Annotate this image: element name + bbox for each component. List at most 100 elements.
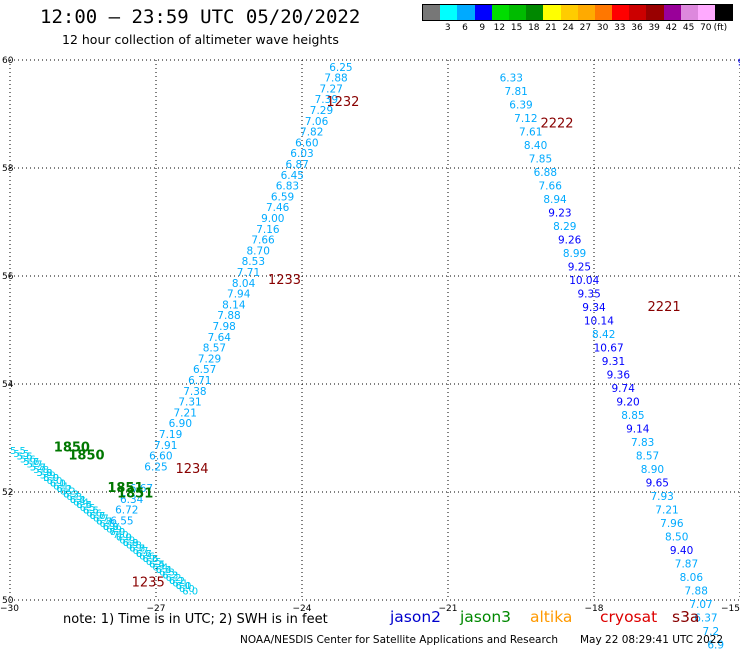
swh-value: 8.70 [247,245,270,257]
swh-value: 8.99 [563,248,586,260]
dense-track-value: 6.2 [166,573,182,584]
swh-value: 7.94 [227,289,251,301]
y-tick-label: 50 [2,596,14,606]
swh-value: 7.93 [650,491,673,503]
swh-value: 8.53 [242,256,265,268]
swh-value: 7.96 [660,518,684,530]
legend-label: 39 [648,23,660,33]
swh-value: 7.2 [702,626,719,638]
dense-track-value: 5.8 [30,462,46,473]
swh-value: 7.29 [310,105,333,117]
swh-value: 6.34 [120,494,144,506]
dense-track-value: 6.8 [123,538,139,549]
swh-value: 7.12 [514,113,537,125]
credit-line: NOAA/NESDIS Center for Satellite Applica… [240,634,558,646]
dense-track-value: 5.5 [17,452,33,463]
swh-value: 8.90 [641,464,664,476]
swh-value: 6.72 [115,505,138,517]
dense-track-value: 6.4 [152,562,168,573]
dense-track-value: 6.3 [63,489,79,500]
dense-track-value: 6.4 [149,560,165,571]
swh-value: 7.66 [539,181,563,193]
dense-track-value: 6.9 [103,522,119,533]
swh-value: 6.60 [149,451,172,463]
track-id-label: 1850 [54,441,90,456]
swh-value: 7.21 [174,407,197,419]
legend-label: 3 [444,23,451,33]
x-tick-label: −27 [147,604,166,614]
swh-value: 8.57 [636,451,659,463]
swh-value: 10.14 [584,316,614,328]
swh-value: 7.46 [266,202,290,214]
dense-track-value: 6.3 [162,570,178,581]
swh-value: 7.21 [655,505,678,517]
dense-track-value: 5.6 [17,452,33,463]
legend-swatch [440,5,458,20]
swh-value: 6.45 [281,170,304,182]
track-id-label: 1232 [326,95,359,110]
dense-track-value: 5.6 [23,457,39,468]
swh-value: 7.98 [212,321,235,333]
legend-label: 9 [479,23,486,33]
legend-swatch [715,5,733,20]
dense-track-value: 6.5 [80,503,96,514]
track-id-label: 1850 [68,449,104,464]
dense-track-value: 6.6 [143,554,159,565]
swh-value: 9.40 [670,545,693,557]
legend-swatches [422,4,734,21]
swh-value: 9.14 [626,424,650,436]
dense-track-value: 6.3 [159,568,175,579]
color-legend: 3 6 9 12 15 18 21 24 27 30 33 36 39 42 45 70 (ft) [422,4,734,37]
y-tick-label: 60 [2,56,14,66]
legend-swatch [680,5,698,20]
swh-value: 9.4 [738,57,740,68]
track-values: 6.257.887.277.397.297.067.826.606.036.87… [110,57,740,650]
dense-track-value: 6.8 [96,516,112,527]
swh-value: 8.57 [203,343,226,355]
legend-swatch [577,5,595,20]
dense-track-value: 5.5 [13,449,29,460]
swh-value: 7.88 [685,586,708,598]
dense-track-value: 6.2 [63,489,79,500]
swh-value: 10.67 [594,343,624,355]
dense-track-value: 6.8 [129,543,145,554]
track-id-label: 1851 [107,481,143,496]
satellite-jason2: jason2 [390,608,442,626]
swh-value: 7.19 [159,429,182,441]
swh-value: 7.38 [183,386,206,398]
dense-track-value: 6.8 [126,541,142,552]
legend-label: 15 [510,23,523,33]
dense-track-value: 7.0 [109,527,125,538]
swh-value: 7.88 [324,73,347,85]
legend-label: 24 [562,23,574,33]
grid-lines [9,59,740,601]
dense-track-value: 6.9 [119,535,135,546]
swh-value: 8.04 [232,278,256,290]
swh-value: 8.40 [524,140,547,152]
legend-label: 18 [528,23,540,33]
swh-value: 9.74 [612,383,636,395]
swh-value: 8.06 [680,572,704,584]
swh-value: 9.36 [607,370,631,382]
dense-track-value: 5.8 [33,465,49,476]
satellite-jason3: jason3 [460,608,512,626]
dense-track-value: 6.5 [146,557,162,568]
x-tick-label: −21 [439,604,458,614]
swh-value: 8.50 [665,532,688,544]
swh-value: 8.94 [543,194,567,206]
dense-track-value: 7.0 [116,533,132,544]
y-tick-label: 52 [2,488,13,498]
swh-value: 9.26 [558,235,582,247]
dense-track-value: 6.4 [76,500,92,511]
dense-track-value: 6.8 [99,519,115,530]
dense-track-value: 6.1 [176,581,192,592]
dense-track-value: 5.9 [40,471,56,482]
swh-value: 9.35 [577,289,600,301]
dense-track-value: 6.2 [162,570,178,581]
dense-track-value: 6.2 [60,487,76,498]
swh-value: 6.71 [188,375,211,387]
swh-value: 9.34 [582,302,606,314]
swh-value: 8.85 [621,410,644,422]
swh-value: 7.87 [675,559,698,571]
